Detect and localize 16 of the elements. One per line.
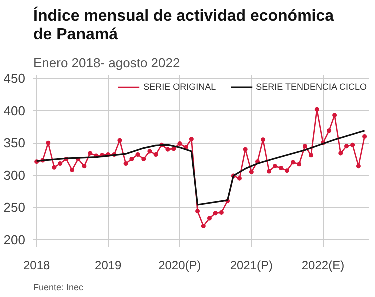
chart-title: Índice mensual de actividad económica de Panamá (34, 6, 334, 44)
legend-label: SERIE ORIGINAL (144, 82, 216, 92)
y-tick-label: 350 (4, 136, 26, 151)
y-tick-label: 200 (4, 232, 26, 248)
y-tick-label: 400 (4, 103, 26, 118)
y-tick-label: 300 (4, 168, 26, 183)
y-tick-label: 250 (4, 200, 26, 216)
x-tick-label: 2020(P) (158, 258, 202, 272)
x-tick-label: 2021(P) (230, 258, 274, 272)
source-note: Fuente: Inec (34, 282, 84, 292)
x-tick-label: 2018 (23, 258, 51, 272)
y-tick-label: 450 (4, 71, 26, 86)
x-tick-label: 2022(E) (302, 258, 345, 272)
x-tick-label: 2019 (95, 258, 122, 272)
legend-label: SERIE TENDENCIA CICLO (256, 82, 367, 92)
chart-subtitle: Enero 2018- agosto 2022 (34, 56, 180, 70)
